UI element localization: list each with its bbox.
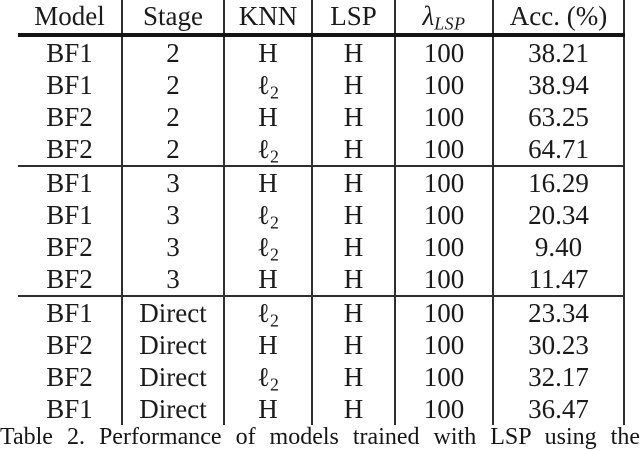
cell-knn: H [224,329,313,361]
cell-stage: 3 [122,231,225,263]
table-row: BF1 Direct ℓ2 H 100 23.34 [18,296,625,329]
cell-knn: ℓ2 [224,133,313,167]
cell-lambda: 100 [395,231,494,263]
cell-stage: 2 [122,35,225,69]
cell-stage: 2 [122,101,225,133]
cell-lsp: H [312,393,396,425]
cell-model: BF1 [18,69,123,101]
col-header-knn: KNN [224,0,313,37]
table-row: BF2 3 H H 100 11.47 [18,263,625,297]
cell-knn: H [224,393,313,425]
cell-lsp: H [312,231,396,263]
cell-accuracy: 16.29 [493,166,625,199]
cell-accuracy: 9.40 [493,231,625,263]
cell-stage: Direct [122,296,225,329]
cell-stage: 3 [122,263,225,297]
cell-model: BF1 [18,199,123,231]
cell-knn: H [224,101,313,133]
table-row: BF2 Direct ℓ2 H 100 32.17 [18,361,625,393]
cell-accuracy: 38.94 [493,69,625,101]
cell-lambda: 100 [395,393,494,425]
cell-knn: ℓ2 [224,199,313,231]
cell-stage: Direct [122,393,225,425]
cell-knn: H [224,35,313,69]
col-header-stage: Stage [122,0,225,37]
cell-lsp: H [312,296,396,329]
cell-accuracy: 38.21 [493,35,625,69]
cell-accuracy: 32.17 [493,361,625,393]
table-row: BF1 2 ℓ2 H 100 38.94 [18,69,625,101]
cell-lsp: H [312,263,396,297]
results-table: Model Stage KNN LSP λLSP Acc. (%) BF1 2 … [18,0,625,425]
cell-knn: ℓ2 [224,69,313,101]
cell-lambda: 100 [395,101,494,133]
cell-model: BF1 [18,166,123,199]
cell-lsp: H [312,35,396,69]
cell-accuracy: 63.25 [493,101,625,133]
cell-model: BF2 [18,263,123,297]
cell-lsp: H [312,329,396,361]
table-row: BF2 3 ℓ2 H 100 9.40 [18,231,625,263]
lambda-symbol: λLSP [422,1,466,34]
cell-lsp: H [312,133,396,167]
cell-lambda: 100 [395,69,494,101]
cell-model: BF2 [18,133,123,167]
cell-accuracy: 30.23 [493,329,625,361]
lambda-subscript: LSP [434,13,466,34]
cell-knn: H [224,263,313,297]
cell-lsp: H [312,69,396,101]
table-row: BF1 3 ℓ2 H 100 20.34 [18,199,625,231]
cell-lsp: H [312,166,396,199]
cell-lambda: 100 [395,199,494,231]
col-header-lambda-lsp: λLSP [395,0,494,37]
cell-stage: Direct [122,329,225,361]
cell-model: BF2 [18,361,123,393]
cell-knn: H [224,166,313,199]
cell-knn: ℓ2 [224,361,313,393]
cell-model: BF1 [18,393,123,425]
cell-lambda: 100 [395,329,494,361]
table-row: BF2 Direct H H 100 30.23 [18,329,625,361]
cell-accuracy: 36.47 [493,393,625,425]
cell-model: BF2 [18,329,123,361]
col-header-accuracy: Acc. (%) [493,0,625,37]
header-row: Model Stage KNN LSP λLSP Acc. (%) [18,0,625,37]
cell-model: BF1 [18,35,123,69]
cell-lambda: 100 [395,166,494,199]
cell-lambda: 100 [395,263,494,297]
cell-stage: 2 [122,133,225,167]
cell-lambda: 100 [395,361,494,393]
cell-lsp: H [312,101,396,133]
cell-model: BF1 [18,296,123,329]
table-row: BF1 3 H H 100 16.29 [18,166,625,199]
table-row: BF1 Direct H H 100 36.47 [18,393,625,425]
cell-lsp: H [312,361,396,393]
cell-lambda: 100 [395,35,494,69]
cell-lambda: 100 [395,133,494,167]
cell-lsp: H [312,199,396,231]
table-row: BF2 2 H H 100 63.25 [18,101,625,133]
cell-stage: 3 [122,199,225,231]
table-caption: Table 2. Performance of models trained w… [0,424,640,450]
cell-accuracy: 23.34 [493,296,625,329]
table-row: BF1 2 H H 100 38.21 [18,35,625,69]
cell-model: BF2 [18,231,123,263]
cell-accuracy: 11.47 [493,263,625,297]
cell-knn: ℓ2 [224,231,313,263]
cell-model: BF2 [18,101,123,133]
cell-accuracy: 20.34 [493,199,625,231]
cell-stage: 2 [122,69,225,101]
cell-stage: Direct [122,361,225,393]
cell-lambda: 100 [395,296,494,329]
col-header-model: Model [18,0,123,37]
table-row: BF2 2 ℓ2 H 100 64.71 [18,133,625,167]
cell-knn: ℓ2 [224,296,313,329]
cell-accuracy: 64.71 [493,133,625,167]
cell-stage: 3 [122,166,225,199]
col-header-lsp: LSP [312,0,396,37]
